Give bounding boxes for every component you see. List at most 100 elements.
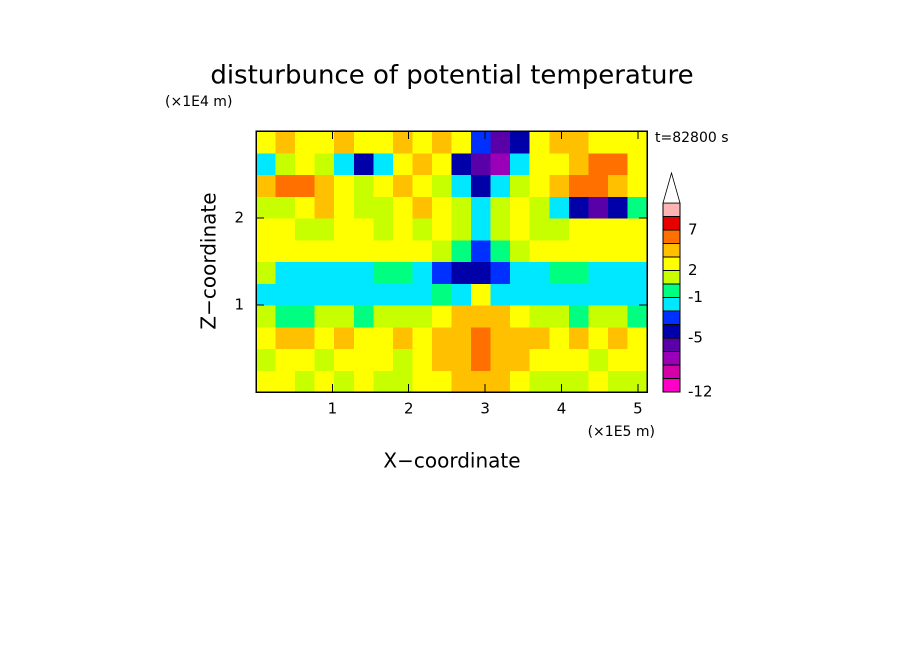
contour-cell bbox=[295, 152, 316, 175]
contour-cell bbox=[549, 152, 570, 175]
contour-cell bbox=[275, 218, 296, 241]
contour-cell bbox=[275, 261, 296, 284]
contour-cell bbox=[431, 326, 452, 349]
contour-cell bbox=[627, 174, 648, 197]
contour-cell bbox=[295, 283, 316, 306]
colorbar-box bbox=[662, 229, 681, 244]
contour-cell bbox=[568, 152, 589, 175]
contour-cell bbox=[471, 196, 492, 219]
y-tick-label: 2 bbox=[234, 209, 244, 227]
contour-cell bbox=[451, 370, 472, 393]
contour-cell bbox=[510, 261, 531, 284]
contour-cell bbox=[529, 370, 550, 393]
contour-cell bbox=[314, 348, 335, 371]
contour-cell bbox=[314, 261, 335, 284]
contour-cell bbox=[412, 239, 433, 262]
colorbar-box bbox=[662, 310, 681, 325]
contour-cell bbox=[471, 239, 492, 262]
contour-cell bbox=[451, 152, 472, 175]
contour-cell bbox=[256, 218, 277, 241]
contour-cell bbox=[334, 261, 355, 284]
contour-cell bbox=[392, 283, 413, 306]
contour-cell bbox=[412, 305, 433, 328]
contour-cell bbox=[549, 196, 570, 219]
colorbar-box bbox=[662, 351, 681, 366]
contour-cell bbox=[451, 196, 472, 219]
contour-cell bbox=[451, 239, 472, 262]
contour-cell bbox=[314, 239, 335, 262]
contour-cell bbox=[607, 348, 628, 371]
contour-cell bbox=[627, 348, 648, 371]
contour-cell bbox=[431, 218, 452, 241]
contour-cell bbox=[490, 283, 511, 306]
colorbar-box bbox=[662, 256, 681, 271]
colorbar-box bbox=[662, 378, 681, 393]
contour-cell bbox=[529, 305, 550, 328]
contour-cell bbox=[295, 305, 316, 328]
plot-frame bbox=[255, 130, 648, 393]
contour-cell bbox=[568, 326, 589, 349]
contour-cell bbox=[607, 283, 628, 306]
x-tick-label: 1 bbox=[328, 400, 338, 418]
contour-cell bbox=[275, 152, 296, 175]
contour-cell bbox=[431, 239, 452, 262]
contour-cell bbox=[373, 370, 394, 393]
contour-cell bbox=[373, 131, 394, 154]
contour-cell bbox=[510, 174, 531, 197]
contour-cell bbox=[314, 305, 335, 328]
contour-cell bbox=[412, 131, 433, 154]
contour-cell bbox=[334, 326, 355, 349]
contour-cell bbox=[275, 131, 296, 154]
contour-cell bbox=[412, 326, 433, 349]
contour-cell bbox=[451, 131, 472, 154]
contour-cell bbox=[314, 152, 335, 175]
contour-cell bbox=[334, 131, 355, 154]
contour-cell bbox=[353, 261, 374, 284]
contour-cell bbox=[256, 305, 277, 328]
contour-cell bbox=[627, 370, 648, 393]
contour-cell bbox=[588, 131, 609, 154]
contour-cell bbox=[490, 174, 511, 197]
contour-cell bbox=[314, 218, 335, 241]
contour-cell bbox=[510, 239, 531, 262]
annotation: t=82800 s bbox=[655, 130, 729, 146]
x-unit: (×1E5 m) bbox=[588, 424, 655, 440]
contour-cell bbox=[568, 370, 589, 393]
contour-cell bbox=[588, 261, 609, 284]
contour-cell bbox=[549, 348, 570, 371]
contour-cell bbox=[490, 261, 511, 284]
contour-cell bbox=[353, 239, 374, 262]
contour-cell bbox=[627, 239, 648, 262]
contour-cell bbox=[588, 348, 609, 371]
contour-cell bbox=[412, 283, 433, 306]
contour-cell bbox=[431, 261, 452, 284]
contour-cell bbox=[568, 218, 589, 241]
contour-cell bbox=[295, 348, 316, 371]
contour-cell bbox=[471, 261, 492, 284]
contour-cell bbox=[431, 305, 452, 328]
contour-cell bbox=[353, 196, 374, 219]
contour-cell bbox=[588, 196, 609, 219]
contour-cell bbox=[314, 196, 335, 219]
contour-cell bbox=[275, 370, 296, 393]
contour-cell bbox=[334, 305, 355, 328]
contour-cell bbox=[510, 348, 531, 371]
contour-cell bbox=[431, 196, 452, 219]
contour-cell bbox=[295, 326, 316, 349]
contour-cell bbox=[588, 305, 609, 328]
x-tick-label: 3 bbox=[480, 400, 490, 418]
x-tick-label: 5 bbox=[633, 400, 643, 418]
contour-cell bbox=[451, 218, 472, 241]
contour-cell bbox=[529, 218, 550, 241]
contour-cell bbox=[627, 326, 648, 349]
colorbar-tick-label: 2 bbox=[688, 261, 698, 279]
contour-cell bbox=[314, 283, 335, 306]
contour-cell bbox=[627, 218, 648, 241]
colorbar-box bbox=[662, 216, 681, 231]
contour-cell bbox=[353, 305, 374, 328]
contour-cell bbox=[392, 305, 413, 328]
contour-cell bbox=[334, 370, 355, 393]
contour-cell bbox=[627, 131, 648, 154]
contour-cell bbox=[568, 196, 589, 219]
contour-cell bbox=[392, 131, 413, 154]
